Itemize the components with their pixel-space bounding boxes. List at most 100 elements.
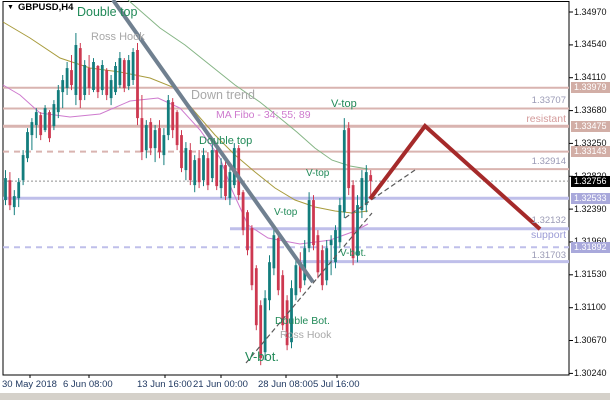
candle-body [351, 185, 355, 259]
candle-body [298, 262, 302, 289]
price-axis-badge: 1.33143 [571, 146, 610, 158]
candle-body [34, 112, 38, 126]
candle-body [272, 235, 276, 269]
date-label: 13 Jun 16:00 [137, 379, 192, 390]
candle-body [228, 172, 232, 199]
candle-body [17, 182, 21, 199]
candle-body [48, 112, 51, 139]
candle-body [197, 158, 201, 183]
candle-body [268, 262, 271, 301]
price-tick-label: 1.34110 [574, 72, 606, 83]
price-axis-badge: 1.33979 [571, 82, 610, 94]
candle-body [254, 268, 258, 326]
price-tick-label: 1.31530 [574, 269, 607, 280]
annotation-text: 1.31703 [531, 250, 566, 261]
candle-body [210, 150, 214, 179]
candle-body [206, 158, 210, 186]
candle-body [8, 180, 12, 206]
candle-body [219, 165, 223, 189]
candle-body [232, 148, 236, 186]
candle-body [285, 300, 289, 346]
candle-body [114, 66, 117, 93]
price-tick-label: 1.30670 [574, 335, 607, 346]
annotation-text: Ross Hook [91, 31, 145, 43]
candle-body [303, 248, 307, 281]
window-bottom-strip [0, 393, 610, 400]
annotation-text: Ross Hook [280, 329, 332, 341]
candle-body [224, 165, 227, 197]
candle-body [136, 50, 139, 119]
up-trend-dashed-1 [245, 212, 373, 364]
candle-body [215, 150, 219, 187]
candle-body [4, 178, 7, 201]
price-tick-label: 1.32390 [574, 203, 607, 214]
up-trend-dashed-2 [344, 169, 416, 219]
candle-body [127, 60, 131, 87]
annotation-text: MA Fibo - 34; 55; 89 [216, 109, 311, 121]
candle-body [30, 122, 34, 136]
candle-body [118, 58, 122, 86]
candle-body [237, 148, 241, 196]
price-axis-badge: 1.32756 [571, 175, 610, 187]
date-label: 6 Jun 08:00 [63, 379, 113, 390]
ma-line [127, 0, 369, 170]
candle-body [144, 125, 148, 151]
annotation-text: V-top [331, 98, 357, 110]
candle-body [263, 298, 267, 353]
price-tick-label: 1.31100 [574, 302, 606, 313]
date-label: 21 Jun 00:00 [193, 379, 248, 390]
candle-body [83, 65, 87, 95]
candle-body [241, 192, 245, 231]
candle-body [307, 200, 311, 249]
price-axis-badge: 1.32533 [571, 192, 610, 204]
candle-body [180, 135, 183, 169]
candle-body [356, 205, 359, 256]
candle-body [39, 115, 43, 136]
candle-body [294, 265, 298, 296]
candle-body [325, 248, 329, 281]
annotation-text: 1.32132 [531, 215, 566, 226]
candle-body [122, 60, 126, 89]
annotation-text: V-top [306, 168, 330, 179]
candle-body [184, 148, 188, 171]
symbol-label: ▼ GBPUSD,H4 [7, 3, 73, 13]
candle-body [21, 155, 25, 181]
annotation-text: Double Bot. [275, 315, 330, 327]
candle-body [74, 45, 78, 95]
candle-body [153, 130, 157, 149]
candle-body [290, 288, 293, 343]
candle-body [26, 132, 29, 159]
price-tick-label: 1.33250 [574, 137, 607, 148]
annotation-text: V-bot. [245, 349, 279, 364]
candle-body [342, 130, 346, 213]
candle-body [43, 108, 47, 131]
candle-body [87, 68, 91, 88]
annotation-text: 1.32914 [531, 156, 566, 167]
symbol-dropdown-icon[interactable]: ▼ [7, 4, 14, 11]
candle-body [369, 175, 373, 182]
candle-body [312, 200, 315, 246]
candle-body [171, 102, 175, 131]
candle-body [259, 305, 263, 359]
annotation-text: Double top [199, 135, 253, 147]
candle-body [61, 80, 65, 93]
candle-body [140, 118, 144, 153]
candle-body [166, 100, 170, 136]
candle-body [334, 230, 337, 263]
candle-body [276, 238, 280, 291]
candle-body [202, 155, 205, 181]
candle-body [175, 112, 179, 146]
candle-body [250, 228, 254, 286]
annotation-text: V-bot. [340, 248, 367, 259]
candle-body [316, 235, 320, 273]
down-trend-line [111, 0, 315, 284]
candle-body [78, 48, 82, 101]
candle-body [246, 212, 249, 251]
candle-body [360, 178, 364, 211]
candle-body [96, 66, 100, 93]
symbol-title: GBPUSD,H4 [17, 2, 74, 13]
forecast-zigzag [368, 123, 542, 231]
candle-body [149, 122, 153, 149]
